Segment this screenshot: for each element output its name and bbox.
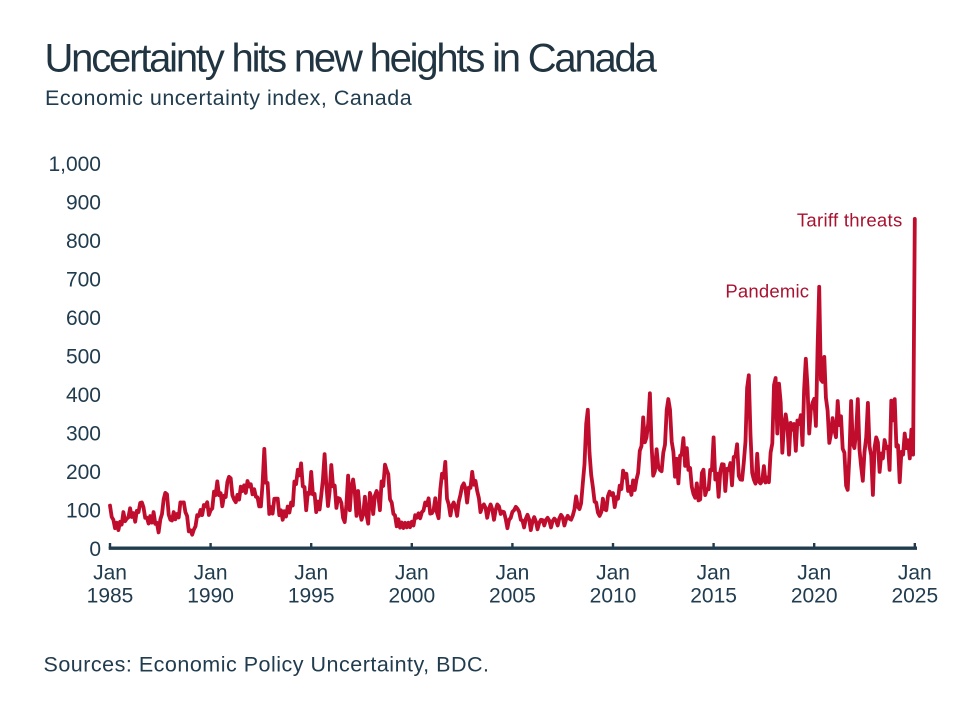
svg-text:900: 900: [66, 191, 101, 214]
svg-text:Jan: Jan: [93, 561, 127, 584]
svg-text:Jan: Jan: [294, 561, 328, 584]
svg-text:800: 800: [66, 230, 101, 253]
svg-text:Uncertainty hits new heights i: Uncertainty hits new heights in Canada: [45, 37, 658, 81]
svg-text:600: 600: [66, 307, 101, 330]
svg-text:400: 400: [66, 384, 101, 407]
svg-text:2020: 2020: [791, 585, 838, 608]
svg-text:1985: 1985: [87, 585, 134, 608]
svg-text:2000: 2000: [388, 585, 435, 608]
svg-text:500: 500: [66, 346, 101, 369]
svg-text:2005: 2005: [489, 585, 536, 608]
svg-text:Pandemic: Pandemic: [725, 281, 809, 302]
svg-text:Economic uncertainty index, Ca: Economic uncertainty index, Canada: [45, 86, 412, 110]
svg-text:Jan: Jan: [395, 561, 429, 584]
svg-text:Sources: Economic Policy Uncer: Sources: Economic Policy Uncertainty, BD…: [44, 653, 490, 677]
svg-text:1,000: 1,000: [48, 153, 101, 176]
svg-text:Jan: Jan: [797, 561, 831, 584]
svg-text:Jan: Jan: [596, 561, 630, 584]
svg-text:Jan: Jan: [898, 561, 932, 584]
svg-text:Tariff threats: Tariff threats: [797, 209, 903, 230]
svg-text:Jan: Jan: [194, 561, 228, 584]
svg-text:Jan: Jan: [495, 561, 529, 584]
svg-text:300: 300: [66, 423, 101, 446]
svg-text:100: 100: [66, 500, 101, 523]
svg-text:700: 700: [66, 269, 101, 292]
svg-text:0: 0: [89, 538, 101, 561]
svg-text:2010: 2010: [590, 585, 637, 608]
svg-text:Jan: Jan: [697, 561, 731, 584]
svg-text:2025: 2025: [891, 585, 938, 608]
svg-text:2015: 2015: [690, 585, 737, 608]
svg-text:1990: 1990: [187, 585, 234, 608]
svg-text:1995: 1995: [288, 585, 335, 608]
svg-text:200: 200: [66, 461, 101, 484]
